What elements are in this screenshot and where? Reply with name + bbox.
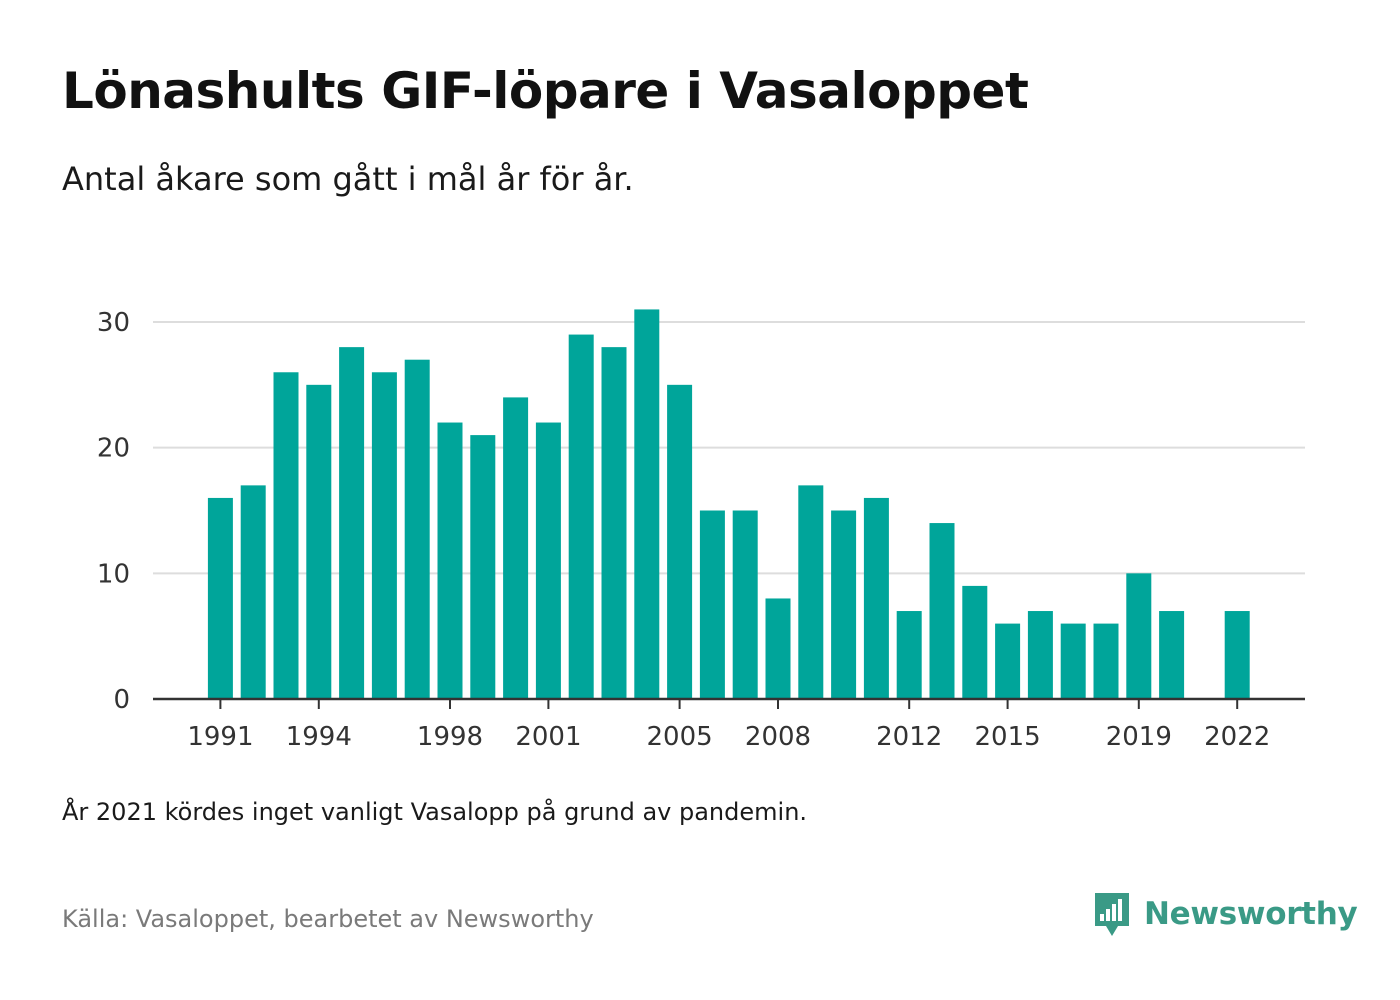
bars <box>207 309 1250 699</box>
y-tick-label: 30 <box>97 308 130 338</box>
x-tick-label: 1998 <box>417 722 483 752</box>
bar-1995 <box>339 347 365 699</box>
bar-1996 <box>371 372 397 699</box>
bar-1993 <box>273 372 299 699</box>
chart-note: År 2021 kördes inget vanligt Vasalopp på… <box>62 798 808 826</box>
x-tick-label: 2012 <box>876 722 942 752</box>
bar-2002 <box>568 334 594 699</box>
bar-2003 <box>601 347 627 699</box>
brand-name: Newsworthy <box>1144 896 1358 932</box>
bar-2020 <box>1159 611 1185 699</box>
bar-2009 <box>798 485 824 699</box>
bar-2022 <box>1224 611 1250 699</box>
bar-2017 <box>1060 623 1086 699</box>
bar-2015 <box>995 623 1021 699</box>
bar-2018 <box>1093 623 1119 699</box>
y-tick-label: 20 <box>97 434 130 464</box>
bar-1992 <box>240 485 266 699</box>
bar-2010 <box>831 510 857 699</box>
chart-title: Lönashults GIF-löpare i Vasaloppet <box>62 62 1029 120</box>
source-credit: Källa: Vasaloppet, bearbetet av Newswort… <box>62 905 594 933</box>
x-tick-label: 2019 <box>1106 722 1172 752</box>
bar-2016 <box>1027 611 1053 699</box>
bar-2011 <box>863 497 889 699</box>
bar-2014 <box>962 585 988 699</box>
x-tick-label: 2015 <box>975 722 1041 752</box>
bar-2000 <box>503 397 529 699</box>
axes: 0 10 20 30 1991 1994 1998 2001 2005 2008 2012 2015 2… <box>97 308 1305 752</box>
bar-2013 <box>929 523 955 699</box>
bar-1999 <box>470 435 496 699</box>
y-tick-label: 10 <box>97 559 130 589</box>
bar-2019 <box>1126 573 1152 699</box>
bar-2005 <box>667 384 693 699</box>
bar-2001 <box>535 422 561 699</box>
x-tick-label: 1994 <box>286 722 352 752</box>
x-tick-label: 2022 <box>1204 722 1270 752</box>
bar-2012 <box>896 611 922 699</box>
bar-2008 <box>765 598 791 699</box>
newsworthy-logo-icon <box>1095 893 1129 936</box>
bar-1997 <box>404 359 430 699</box>
chart-subtitle: Antal åkare som gått i mål år för år. <box>62 160 634 198</box>
bar-1991 <box>207 497 233 699</box>
brand-logo: Newsworthy <box>1092 890 1358 938</box>
x-tick-label: 2001 <box>515 722 581 752</box>
bar-1998 <box>437 422 463 699</box>
bar-2004 <box>634 309 660 699</box>
x-tick-label: 2008 <box>745 722 811 752</box>
y-tick-label: 0 <box>113 685 130 715</box>
bar-2006 <box>699 510 725 699</box>
bar-1994 <box>306 384 332 699</box>
bar-2007 <box>732 510 758 699</box>
x-tick-label: 2005 <box>647 722 713 752</box>
x-tick-label: 1991 <box>187 722 253 752</box>
